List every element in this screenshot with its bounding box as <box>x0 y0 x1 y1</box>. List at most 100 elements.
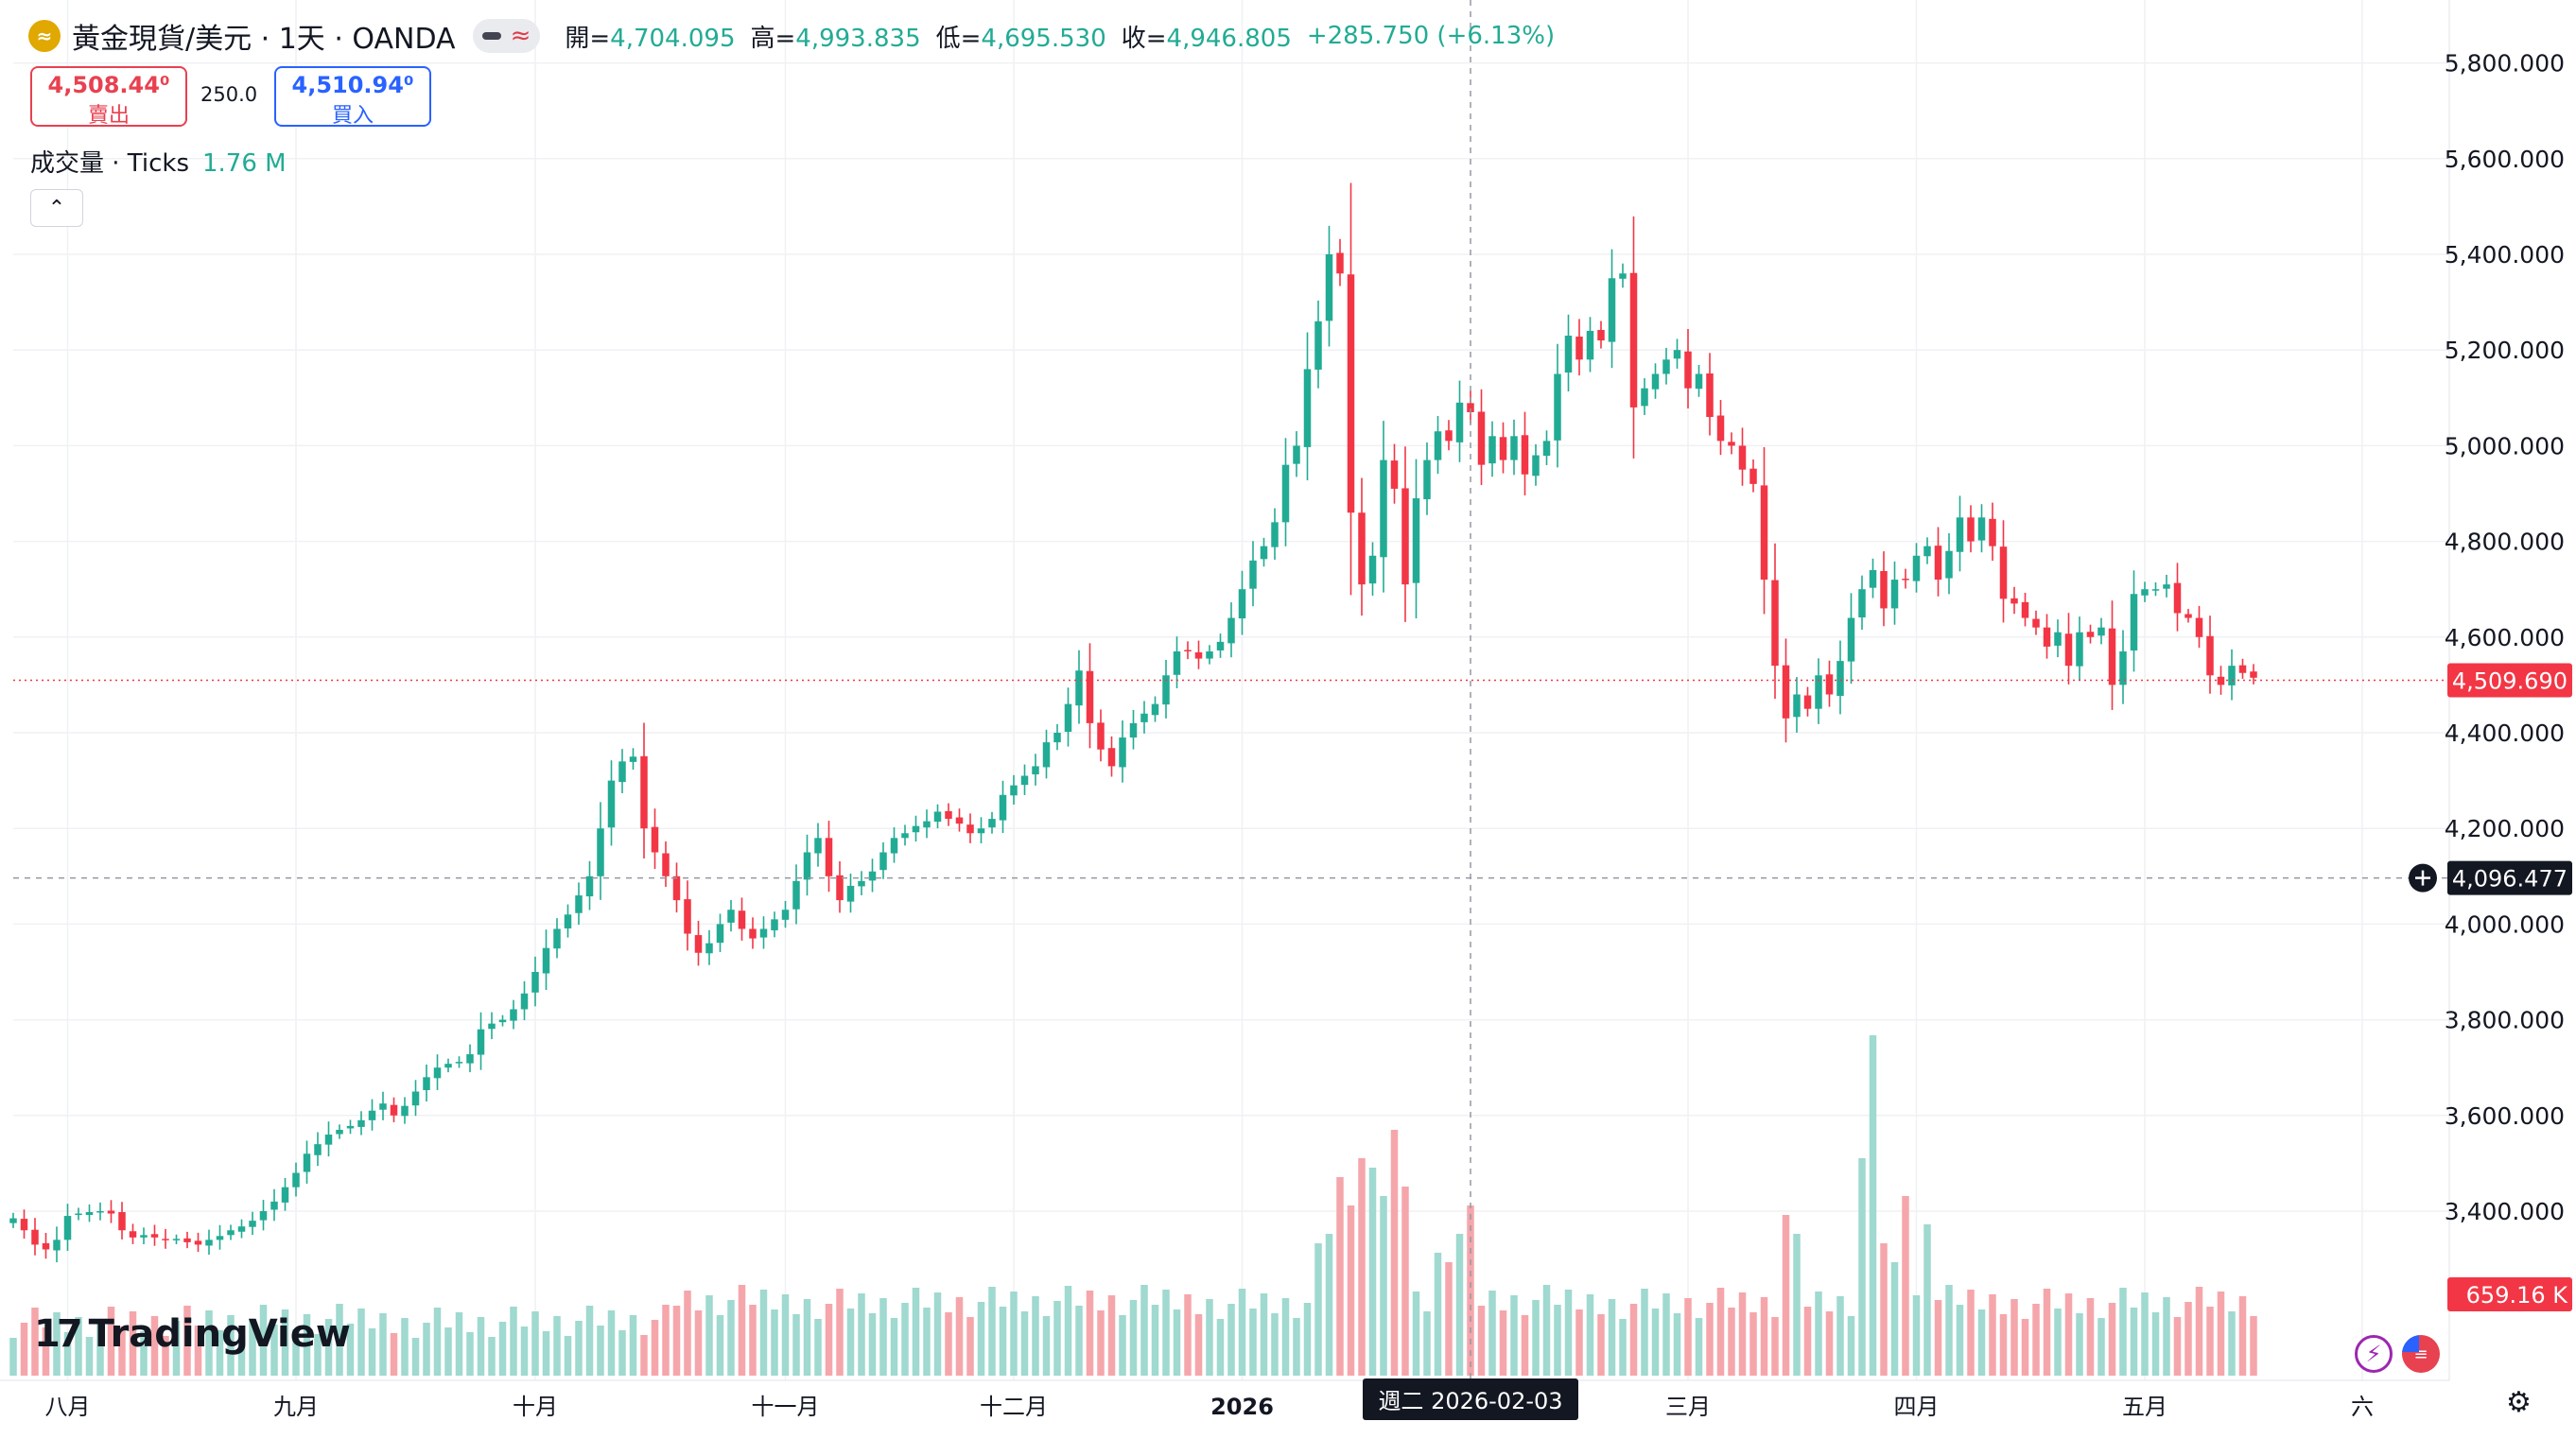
volume-bar <box>1586 1294 1594 1376</box>
candle-body <box>1281 464 1290 523</box>
buy-button[interactable]: 4,510.94⁰ 買入 <box>274 66 431 128</box>
candle-body <box>2097 627 2105 636</box>
buy-label: 買入 <box>331 104 374 128</box>
candle-body <box>858 880 865 887</box>
volume-bar <box>1184 1294 1192 1376</box>
candle-body <box>2206 635 2214 676</box>
volume-bar <box>2097 1318 2105 1376</box>
volume-bar <box>1162 1290 1170 1376</box>
candle-body <box>1738 445 1747 470</box>
candle-body <box>172 1239 181 1240</box>
candle-body <box>1923 546 1931 557</box>
volume-bar <box>314 1334 322 1376</box>
approx-icon[interactable]: ≈ <box>510 22 531 50</box>
candle-body <box>1216 641 1225 650</box>
candlestick-series <box>9 182 2257 1263</box>
lightning-icon[interactable]: ⚡ <box>2355 1335 2393 1373</box>
us-flag-icon[interactable]: ≡ <box>2402 1335 2440 1373</box>
y-tick-label: 3,600.000 <box>2445 1102 2565 1130</box>
volume-bar <box>1575 1309 1583 1376</box>
x-tick-label: 九月 <box>273 1394 319 1420</box>
candle-body <box>1706 373 1714 418</box>
volume-bar <box>684 1291 691 1376</box>
candle-body <box>923 821 931 828</box>
candle-body <box>1151 703 1159 716</box>
volume-bar <box>1064 1286 1072 1376</box>
candle-body <box>1358 512 1366 585</box>
candle-body <box>2119 650 2127 685</box>
crosshair-price-badge-bg <box>2447 860 2572 895</box>
volume-bar <box>1782 1215 1790 1376</box>
volume-bar <box>172 1321 181 1376</box>
candle-body <box>2238 665 2247 673</box>
candle-body <box>1608 278 1616 342</box>
volume-bar <box>183 1306 191 1376</box>
candle-body <box>1260 546 1268 560</box>
collapse-legend-button[interactable]: ⌃ <box>30 189 83 227</box>
volume-bar <box>9 1338 17 1376</box>
volume-bar <box>2054 1309 2062 1376</box>
candle-body <box>270 1201 278 1210</box>
candle-body <box>2108 628 2116 685</box>
candle-body <box>781 910 790 920</box>
volume-bar <box>2250 1316 2257 1376</box>
tradingview-logo[interactable]: 17 TradingView <box>34 1312 351 1356</box>
candle-body <box>1075 670 1083 706</box>
price-axis[interactable]: 5,800.000 5,600.000 5,400.000 5,200.000 5,00… <box>2409 0 2576 1439</box>
volume-bar <box>1032 1296 1039 1376</box>
candle-body <box>455 1062 463 1064</box>
crosshair-price-badge: 4,096.477 <box>2452 866 2567 893</box>
volume-bar <box>498 1322 507 1376</box>
minus-icon[interactable] <box>481 32 501 40</box>
candle-body <box>1684 351 1692 389</box>
volume-bar <box>1999 1314 2008 1376</box>
candle-body <box>1728 442 1735 446</box>
candle-body <box>879 852 887 871</box>
legend-toggle[interactable]: ≈ <box>472 19 541 53</box>
candle-body <box>1020 775 1029 786</box>
candle-body <box>390 1104 398 1116</box>
candle-body <box>694 935 703 953</box>
x-tick-label: 三月 <box>1665 1394 1711 1420</box>
candle-body <box>1010 785 1018 796</box>
volume-bar <box>249 1320 256 1376</box>
gold-coin-icon: ≈ <box>28 20 61 52</box>
volume-bar <box>2151 1312 2160 1376</box>
gear-icon[interactable]: ⚙ <box>2506 1386 2532 1419</box>
volume-bar <box>1608 1299 1616 1376</box>
volume-bar <box>1151 1305 1159 1376</box>
candle-body <box>1858 589 1866 618</box>
volume-bar <box>227 1315 235 1376</box>
volume-bar <box>988 1287 996 1376</box>
candle-body <box>945 810 952 820</box>
candle-body <box>2043 627 2051 647</box>
volume-bar <box>31 1308 39 1376</box>
volume-legend[interactable]: 成交量 · Ticks 1.76 M <box>30 144 287 179</box>
volume-bar <box>2195 1287 2203 1376</box>
candle-body <box>466 1054 474 1064</box>
x-tick-label: 四月 <box>1894 1394 1940 1420</box>
candle-body <box>150 1234 159 1238</box>
volume-bar <box>966 1317 974 1376</box>
candle-body <box>1880 570 1888 609</box>
volume-bar <box>1858 1158 1866 1376</box>
candle-body <box>53 1240 61 1251</box>
volume-bar <box>1977 1309 1986 1376</box>
volume-bar <box>672 1306 681 1376</box>
symbol-title[interactable]: 黃金現貨/美元 · 1天 · OANDA <box>72 23 456 56</box>
tv-mark: 17 <box>34 1312 83 1356</box>
volume-bar <box>1401 1187 1409 1376</box>
sell-button[interactable]: 4,508.44⁰ 賣出 <box>30 66 187 128</box>
time-axis[interactable]: 八月 九月 十月 十一月 十二月 2026 三月 四月 五月 六 週二 2026-02-03 <box>0 1378 2449 1420</box>
candle-body <box>738 910 746 929</box>
volume-bar <box>1912 1295 1921 1376</box>
volume-bar <box>1303 1303 1312 1376</box>
volume-bar <box>727 1300 735 1376</box>
candle-body <box>607 780 616 828</box>
candle-body <box>194 1240 202 1245</box>
volume-bar <box>901 1303 909 1376</box>
last-price-badge-bg <box>2447 663 2572 698</box>
candle-body <box>651 826 659 853</box>
volume-bar <box>1325 1234 1333 1376</box>
